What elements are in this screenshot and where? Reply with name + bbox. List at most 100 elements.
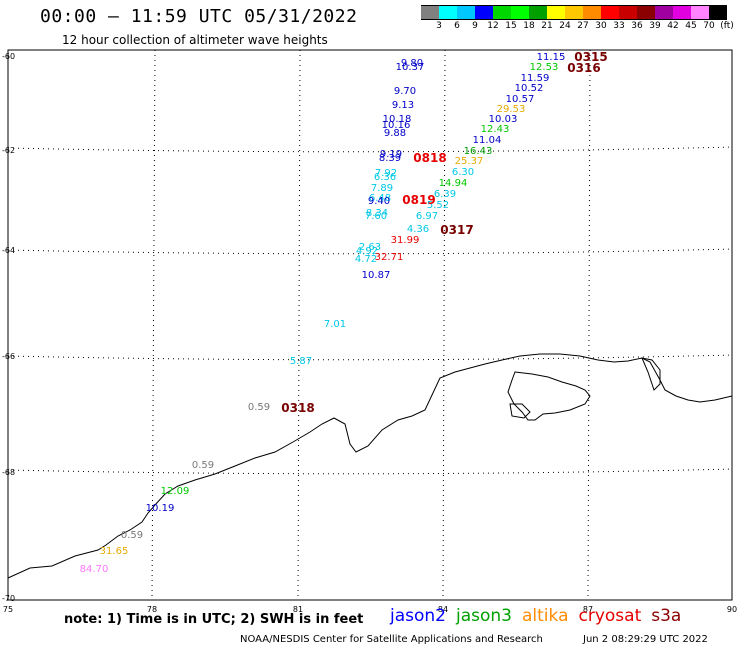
legend-item-s3a: s3a [651,606,682,626]
swh-observation: 32.71 [375,252,404,263]
swh-observation: 8.39 [379,153,401,164]
scale-label: 12 [487,21,499,31]
legend-item-jason2: jason2 [390,606,446,626]
legend-item-cryosat: cryosat [578,606,642,626]
swh-observation: 14.94 [439,178,468,189]
swh-observation: 12.43 [481,124,510,135]
scale-label: 15 [505,21,517,31]
swh-observation: 5.52 [427,200,449,211]
scale-swatch [655,5,673,20]
swh-observation: 4.92 [356,246,378,257]
plot-frame [7,49,733,601]
lon-label: 75 [3,605,13,614]
scale-label: 39 [649,21,661,31]
swh-observation: 6.97 [416,211,438,222]
swh-observation: 4.36 [407,224,429,235]
swh-observation: 6.39 [434,189,456,200]
swh-observation: 9.40 [368,196,390,207]
lat-label: -68 [2,468,15,477]
scale-label: 36 [631,21,643,31]
swh-observation: 2.63 [359,242,381,253]
swh-observation: 9.88 [384,128,406,139]
scale-label: 30 [595,21,607,31]
lon-label: 87 [583,605,593,614]
time-marker: 0315 [574,50,607,64]
lat-label: -70 [2,594,15,603]
scale-swatch [583,5,601,20]
swh-observation: 7.92 [375,168,397,179]
swh-observation: 16.43 [464,146,493,157]
scale-swatch [691,5,709,20]
time-marker: 0317 [440,223,473,237]
scale-swatch [547,5,565,20]
swh-observation: 6.36 [374,172,396,183]
swh-observation: 10.57 [506,94,535,105]
scale-label: 70 [703,21,715,31]
swh-observation: 29.53 [497,104,526,115]
scale-label: 9 [472,21,478,31]
lon-label: 81 [293,605,303,614]
scale-label: 24 [559,21,571,31]
swh-observation: 5.87 [290,356,312,367]
footer-date: Jun 2 08:29:29 UTC 2022 [583,634,708,645]
swh-observation: 25.37 [455,156,484,167]
swh-observation: 11.59 [521,73,550,84]
lat-labels: -60 -62 -64 -66 -68 -70 [2,52,15,603]
lon-label: 84 [438,605,448,614]
swh-observation: 8.34 [366,208,388,219]
note-text: note: 1) Time is in UTC; 2) SWH is in fe… [64,612,364,627]
scale-label: 18 [523,21,535,31]
swh-observation: 6.30 [452,167,474,178]
swh-observation: 11.04 [473,135,502,146]
swh-observation: 12.09 [161,486,190,497]
swh-observation: 12.53 [530,62,559,73]
coastline [7,353,733,579]
lon-label: 90 [727,605,737,614]
swh-observation: 10.87 [362,270,391,281]
scale-swatch [601,5,619,20]
swh-observation: 9.80 [401,58,423,69]
swh-observation: 6.48 [369,193,391,204]
scale-label: 33 [613,21,625,31]
swh-observation: 10.52 [515,83,544,94]
lon-label: 78 [147,605,157,614]
satellite-legend: jason2 jason3 altika cryosat s3a [390,606,691,626]
swh-observation: 7.89 [371,183,393,194]
swh-observation: 10.16 [382,120,411,131]
map-subtitle: 12 hour collection of altimeter wave hei… [62,33,328,47]
swh-observation: 10.19 [146,503,175,514]
scale-swatch [709,5,727,20]
scale-label: 42 [667,21,679,31]
swh-observation: 11.15 [537,52,566,63]
meridians [151,49,591,601]
map-title: 00:00 – 11:59 UTC 05/31/2022 [40,6,358,27]
scale-label: 21 [541,21,553,31]
scale-swatch [493,5,511,20]
scale-swatch [637,5,655,20]
time-marker: 0818 [413,151,446,165]
scale-swatch [673,5,691,20]
scale-swatch [619,5,637,20]
scale-swatch [511,5,529,20]
time-marker: 0316 [567,61,600,75]
swh-observation: 4.72 [355,254,377,265]
swh-observation: 9.13 [392,100,414,111]
lat-label: -66 [2,352,15,361]
footer-credit: NOAA/NESDIS Center for Satellite Applica… [240,634,543,645]
swh-observation: 0.59 [121,530,143,541]
lat-label: -60 [2,52,15,61]
swh-observation: 0.59 [192,460,214,471]
time-marker: 0819 [402,193,435,207]
scale-label: 6 [454,21,460,31]
lat-label: -62 [2,146,15,155]
scale-swatch [421,5,439,20]
legend-item-jason3: jason3 [456,606,512,626]
swh-observation: 31.99 [391,235,420,246]
scale-label: 45 [685,21,697,31]
time-marker: 0318 [281,401,314,415]
swh-observation: 10.18 [383,114,412,125]
scale-swatch [475,5,493,20]
